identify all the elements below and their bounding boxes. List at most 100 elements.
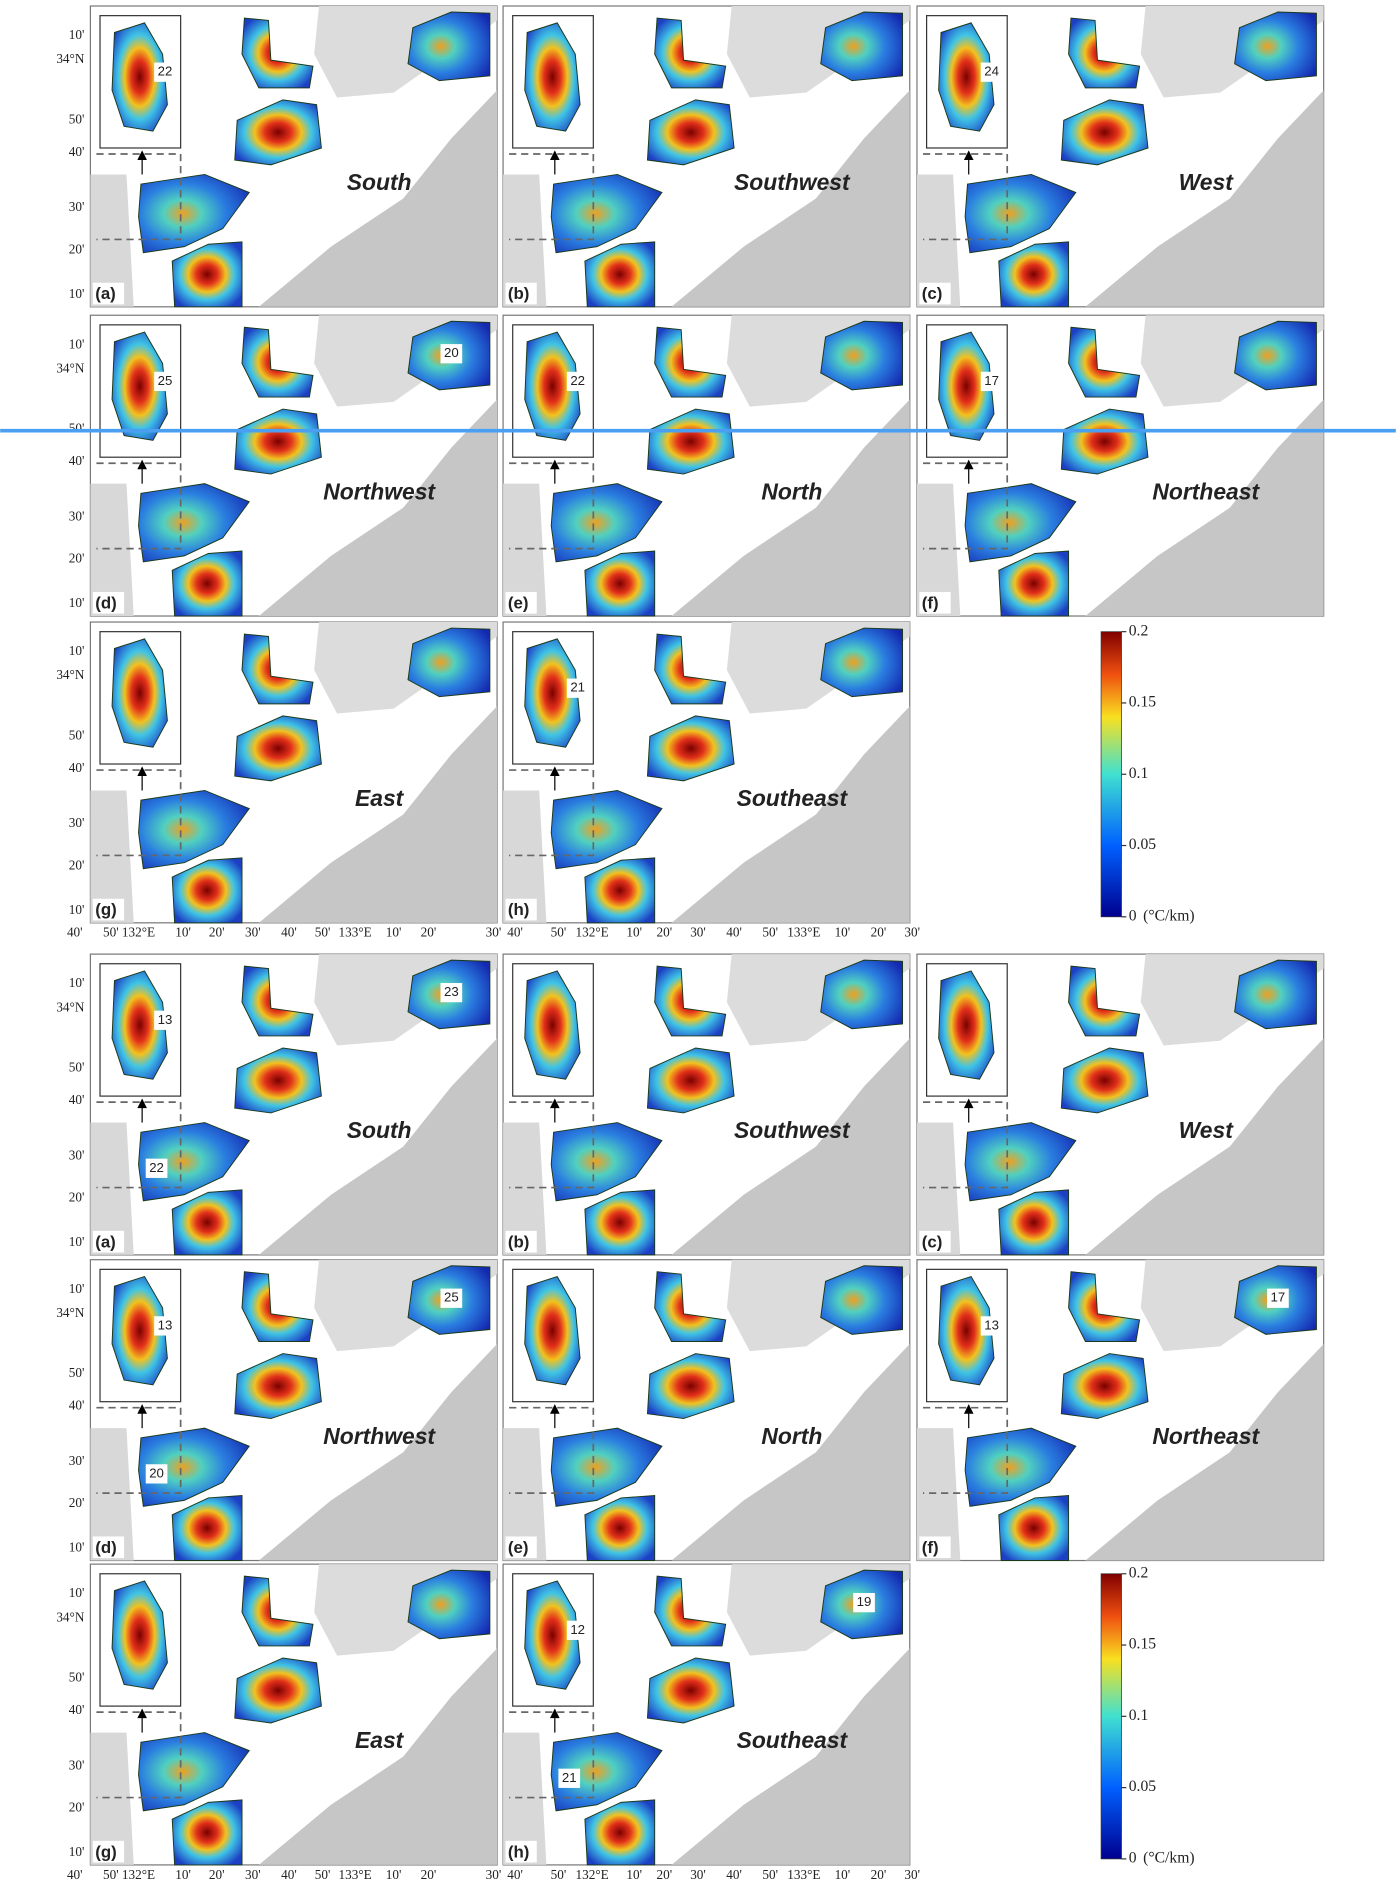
gradient-field <box>998 550 1070 617</box>
y-axis-label: 34°N <box>56 999 85 1014</box>
contour-label-bg <box>566 371 589 392</box>
land <box>258 1343 498 1561</box>
colorbar-tick-label: 0.15 <box>1129 1636 1157 1653</box>
study-area-box <box>509 462 595 550</box>
panel-letter: (c) <box>922 284 943 303</box>
gradient-field <box>654 965 727 1037</box>
gradient-field <box>1060 408 1149 475</box>
y-axis-label: 40' <box>69 1398 85 1413</box>
y-axis-label: 20' <box>69 857 85 872</box>
study-area-box <box>509 769 595 857</box>
map-panel: Southwest (b) <box>502 5 911 308</box>
letter-bg <box>919 282 951 305</box>
land <box>90 790 134 923</box>
y-axis-label: 20' <box>69 1495 85 1510</box>
x-axis-label: 133°E <box>787 925 820 940</box>
x-axis-label: 30' <box>904 925 920 940</box>
land <box>916 1122 961 1255</box>
land <box>503 483 547 617</box>
x-axis-label: 50' <box>551 925 567 940</box>
gradient-field <box>171 1495 243 1561</box>
gradient-field <box>234 1047 322 1114</box>
contour-label-bg <box>154 1316 176 1336</box>
contour-label: 24 <box>984 64 999 79</box>
direction-label: West <box>1179 1117 1235 1143</box>
map-panel: Southeast (h) 12 19 21 <box>502 1563 911 1866</box>
arrow-head <box>137 1404 147 1414</box>
y-axis-label: 34°N <box>56 1609 85 1624</box>
gradient-field <box>241 1271 314 1343</box>
y-axis-label: 30' <box>69 1453 85 1468</box>
y-axis-label: 10' <box>69 336 85 351</box>
arrow-head <box>550 150 560 161</box>
map-panel: Northeast (f) 13 17 <box>916 1259 1325 1562</box>
x-axis-label: 133°E <box>338 1867 371 1882</box>
gradient-field <box>234 1353 322 1420</box>
arrow-head <box>550 459 560 470</box>
contour-label-bg <box>440 982 463 1003</box>
y-axis-label: 40' <box>69 1702 85 1717</box>
x-axis-label: 50' <box>762 1867 778 1882</box>
contour-label-bg <box>980 1316 1003 1336</box>
gradient-field <box>241 965 314 1037</box>
y-axis-label: 10' <box>69 902 85 917</box>
x-axis-label: 132°E <box>576 1867 609 1882</box>
land <box>503 1732 547 1865</box>
gradient-field <box>171 1189 243 1256</box>
map-panel: Northwest (d) 13 25 20 <box>89 1259 498 1562</box>
gradient-field <box>938 1275 995 1386</box>
map-panel: North (e) 22 <box>502 314 911 617</box>
panel-letter: (c) <box>922 1232 943 1251</box>
colorbar-tick-label: 0.1 <box>1129 1707 1149 1724</box>
arrow-head <box>137 766 147 777</box>
y-axis-label: 30' <box>69 508 85 523</box>
arrow-head <box>137 150 147 161</box>
map-panel: Northeast (f) 17 <box>916 314 1325 617</box>
contour-label: 22 <box>149 1160 164 1175</box>
map-panel: West (c) <box>916 953 1325 1256</box>
direction-label: Southeast <box>737 1727 849 1753</box>
gradient-field <box>654 17 727 89</box>
gradient-field <box>998 1495 1070 1561</box>
gradient-field <box>1060 1047 1149 1114</box>
letter-bg <box>92 282 125 305</box>
x-axis-label: 132°E <box>122 925 155 940</box>
y-axis-label: 10' <box>69 1281 85 1296</box>
letter-bg <box>92 591 125 614</box>
x-axis-label: 40' <box>726 925 742 940</box>
letter-bg <box>505 591 537 614</box>
land <box>90 174 134 307</box>
arrow-head <box>137 1708 147 1719</box>
x-axis-label: 20' <box>657 925 673 940</box>
gradient-field <box>820 959 904 1030</box>
panel-letter: (b) <box>508 1232 529 1251</box>
direction-label: Northwest <box>323 478 436 504</box>
land <box>1085 1038 1324 1255</box>
contour-label: 13 <box>158 1317 173 1332</box>
contour-label-bg <box>440 344 463 364</box>
contour-label: 21 <box>562 1770 577 1785</box>
land <box>503 790 547 923</box>
colorbar <box>1100 631 1122 918</box>
letter-bg <box>505 1840 537 1863</box>
map-panel: North (e) <box>502 1259 911 1562</box>
gradient-field <box>646 408 735 475</box>
gradient-field <box>820 1265 904 1335</box>
x-axis-label: 40' <box>507 925 523 940</box>
direction-label: West <box>1179 169 1235 195</box>
letter-bg <box>919 591 951 614</box>
study-area-box <box>922 153 1009 241</box>
study-area-box <box>922 462 1009 550</box>
gradient-field <box>241 633 314 705</box>
x-axis-label: 10' <box>386 1867 402 1882</box>
contour-label-bg <box>1267 1288 1289 1308</box>
contour-label-bg <box>440 1288 463 1308</box>
y-axis-label: 50' <box>69 111 85 126</box>
panel-letter: (h) <box>508 1842 529 1861</box>
land <box>90 483 134 617</box>
gradient-field <box>1068 965 1141 1037</box>
contour-label: 22 <box>570 373 585 388</box>
contour-label-bg <box>566 1620 589 1640</box>
map-panel: East (g) <box>89 1563 498 1866</box>
